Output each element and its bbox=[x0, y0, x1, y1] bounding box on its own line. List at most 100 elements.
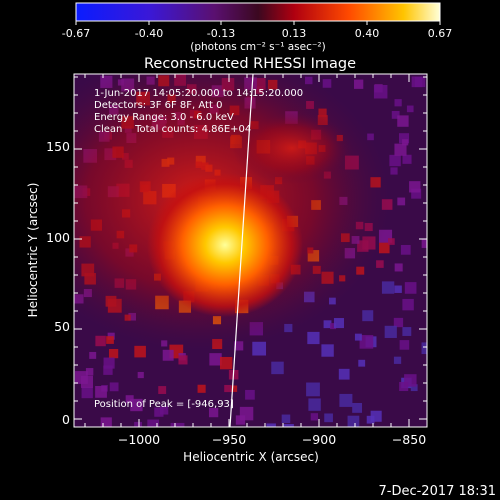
image-pixel bbox=[162, 349, 174, 361]
image-pixel bbox=[310, 413, 319, 421]
image-pixel bbox=[266, 423, 276, 427]
image-pixel bbox=[394, 99, 402, 107]
image-pixel bbox=[245, 389, 255, 400]
image-pixel bbox=[85, 368, 94, 376]
image-pixel bbox=[283, 424, 294, 427]
image-pixel bbox=[359, 335, 374, 349]
colorbar-tick-label: 0.67 bbox=[428, 27, 453, 40]
image-pixel bbox=[352, 402, 363, 413]
image-title: Reconstructed RHESSI Image bbox=[144, 56, 356, 72]
image-pixel bbox=[137, 371, 144, 379]
image-pixel bbox=[400, 244, 411, 255]
image-pixel bbox=[347, 415, 360, 427]
image-pixel bbox=[358, 359, 366, 367]
image-pixel bbox=[398, 133, 410, 144]
colorbar-tick-label: -0.40 bbox=[135, 27, 163, 40]
image-pixel bbox=[376, 260, 384, 268]
x-axis-label: Heliocentric X (arcsec) bbox=[183, 450, 319, 464]
colorbar bbox=[75, 2, 441, 22]
y-tick-label: 50 bbox=[54, 319, 70, 334]
energy-range-annotation: Energy Range: 3.0 - 6.0 keV bbox=[94, 112, 234, 123]
image-pixel bbox=[89, 351, 97, 359]
image-pixel bbox=[108, 348, 119, 359]
axis-ticks bbox=[74, 74, 428, 427]
clean-counts-annotation: Clean Total counts: 4.86E+04 bbox=[94, 124, 251, 135]
image-pixel bbox=[239, 406, 254, 421]
x-tick-label: −950 bbox=[212, 432, 246, 447]
image-pixel bbox=[393, 356, 402, 364]
image-pixel bbox=[154, 407, 164, 417]
image-pixel bbox=[373, 84, 388, 99]
y-tick-label: 150 bbox=[46, 139, 70, 154]
image-pixel bbox=[338, 368, 350, 380]
image-pixel bbox=[409, 181, 421, 193]
image-pixel bbox=[322, 79, 332, 88]
plot-frame bbox=[73, 73, 428, 428]
time-range-annotation: 1-Jun-2017 14:05:20.000 to 14:15:20.000 bbox=[94, 88, 303, 99]
image-pixel bbox=[410, 384, 418, 392]
image-pixel bbox=[394, 285, 402, 293]
image-pixel bbox=[397, 197, 406, 206]
image-pixel bbox=[103, 365, 113, 375]
image-pixel bbox=[402, 298, 414, 311]
image-pixel bbox=[271, 361, 284, 375]
solar-limb-line bbox=[229, 73, 254, 428]
image-pixel bbox=[134, 345, 146, 358]
x-tick-label: −850 bbox=[392, 432, 426, 447]
footer-timestamp: 7-Dec-2017 18:31 bbox=[379, 484, 497, 499]
colorbar-tick-label: 0.13 bbox=[282, 27, 307, 40]
image-pixel bbox=[197, 384, 206, 393]
image-pixel bbox=[406, 105, 414, 113]
image-pixel bbox=[393, 317, 404, 328]
image-pixel bbox=[381, 281, 395, 294]
image-pixel bbox=[306, 382, 320, 397]
colorbar-units: (photons cm⁻² s⁻¹ asec⁻²) bbox=[190, 41, 325, 53]
image-pixel bbox=[209, 353, 222, 366]
image-pixel bbox=[366, 415, 375, 424]
image-pixel bbox=[402, 139, 409, 146]
image-pixel bbox=[404, 282, 417, 294]
image-pixel bbox=[219, 356, 233, 370]
image-pixel bbox=[321, 344, 334, 357]
colorbar-tick-label: -0.13 bbox=[207, 27, 235, 40]
image-pixel bbox=[390, 167, 398, 175]
image-pixel bbox=[399, 381, 409, 392]
image-pixel bbox=[80, 375, 93, 388]
x-tick-label: −1000 bbox=[118, 432, 160, 447]
colorbar-ticks bbox=[75, 21, 441, 25]
y-tick-label: 0 bbox=[62, 412, 70, 427]
image-pixel bbox=[307, 331, 320, 345]
image-pixel bbox=[339, 393, 353, 407]
image-pixel bbox=[354, 79, 364, 89]
image-pixel bbox=[384, 325, 397, 338]
image-pixel bbox=[404, 374, 417, 387]
image-pixel bbox=[224, 384, 232, 393]
image-pixel bbox=[354, 333, 362, 341]
image-pixel bbox=[324, 413, 333, 423]
image-pixel bbox=[370, 410, 382, 422]
image-pixel bbox=[134, 421, 143, 427]
image-pixel bbox=[388, 238, 395, 245]
image-pixel bbox=[81, 386, 93, 399]
image-pixel bbox=[103, 357, 115, 369]
y-tick-label: 100 bbox=[46, 230, 70, 245]
image-pixel bbox=[399, 340, 410, 350]
image-pixel bbox=[106, 336, 114, 344]
image-pixel bbox=[323, 320, 332, 329]
image-pixel bbox=[391, 111, 400, 119]
x-tick-label: −900 bbox=[302, 432, 336, 447]
image-pixel bbox=[252, 341, 267, 356]
image-pixel bbox=[389, 154, 401, 167]
image-pixel bbox=[394, 143, 407, 156]
image-pixel bbox=[159, 406, 169, 415]
image-pixel bbox=[402, 327, 412, 336]
detectors-annotation: Detectors: 3F 6F 8F, Att 0 bbox=[94, 100, 222, 111]
image-pixel bbox=[414, 76, 426, 88]
image-pixel bbox=[158, 386, 167, 394]
image-pixel bbox=[95, 335, 106, 347]
image-pixel bbox=[95, 385, 107, 398]
image-pixel bbox=[208, 407, 219, 418]
image-pixel bbox=[378, 242, 390, 254]
image-pixel bbox=[170, 422, 185, 427]
image-pixel bbox=[178, 355, 188, 365]
